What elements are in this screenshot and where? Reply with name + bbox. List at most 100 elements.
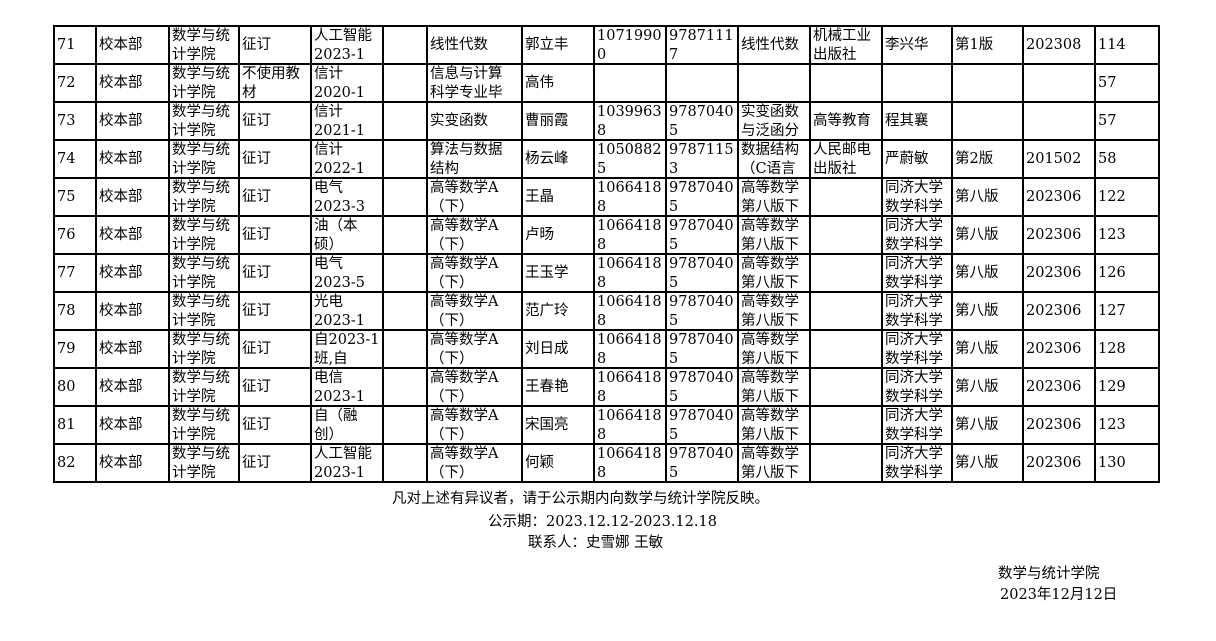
cell-book-title: 高等数学 第八版下: [737, 329, 811, 369]
cell-text: 数学与统 计学院: [172, 446, 230, 481]
cell-college: 数学与统 计学院: [168, 253, 240, 293]
cell-course: 高等数学A （下）: [426, 215, 523, 255]
cell-author: 同济大学 数学科学: [881, 253, 953, 293]
cell-isbn: 97870405 88682: [665, 405, 739, 445]
cell-index: 71: [53, 25, 97, 65]
cell-class: 人工智能 2023-1: [310, 25, 384, 65]
cell-book-code: 10664188 8: [593, 291, 667, 331]
cell-text: [384, 217, 426, 253]
cell-campus: 校本部: [95, 291, 170, 331]
cell-teacher: 刘日成: [521, 329, 595, 369]
cell-edition: 第八版: [951, 405, 1024, 445]
table-row: 76 校本部 数学与统 计学院 征订 油（本 硕） 高等数学A （下） 卢旸 10664188…: [53, 215, 1160, 255]
cell-quantity: 126: [1094, 253, 1160, 293]
cell-text: 高等数学 第八版下: [741, 408, 799, 443]
cell-teacher: 王晶: [521, 177, 595, 217]
table-row: 77 校本部 数学与统 计学院 征订 电气 2023-5 高等数学A （下） 王玉学 1066…: [53, 253, 1160, 293]
cell-book-code: 10664188 8: [593, 405, 667, 445]
textbook-table: 71 校本部 数学与统 计学院 征订 人工智能 2023-1 线性代数 郭立丰 1071990…: [53, 25, 1160, 483]
cell-campus: 校本部: [95, 63, 170, 103]
cell-text: 校本部: [99, 36, 143, 53]
cell-course: 高等数学A （下）: [426, 253, 523, 293]
cell-text: 数学与统 计学院: [172, 104, 230, 139]
cell-print-date: [1022, 101, 1096, 141]
cell-quantity: 114: [1094, 25, 1160, 65]
cell-text: 10508825 7: [597, 142, 662, 177]
table-row: 80 校本部 数学与统 计学院 征订 电信 2023-1 高等数学A （下） 王春艳 1066…: [53, 367, 1160, 407]
cell-blank: [382, 405, 428, 445]
cell-course: 高等数学A （下）: [426, 367, 523, 407]
cell-college: 数学与统 计学院: [168, 405, 240, 445]
cell-course: 高等数学A （下）: [426, 443, 523, 483]
cell-text: 信计 2022-1: [314, 142, 366, 177]
cell-college: 数学与统 计学院: [168, 63, 240, 103]
cell-edition: 第八版: [951, 253, 1024, 293]
cell-quantity: 122: [1094, 177, 1160, 217]
cell-text: 57: [1098, 74, 1117, 91]
cell-publisher: [809, 215, 883, 255]
cell-text: [384, 27, 426, 63]
cell-order-status: 征订: [238, 25, 312, 65]
cell-order-status: 征订: [238, 215, 312, 255]
cell-publisher: [809, 405, 883, 445]
cell-text: 校本部: [99, 302, 143, 319]
cell-book-title: 线性代数: [737, 25, 811, 65]
cell-text: 信计 2021-1: [314, 104, 366, 139]
cell-class: 自2023-1 班,自: [310, 329, 384, 369]
cell-text: 高等数学 第八版下: [741, 446, 799, 481]
cell-text: [1024, 65, 1094, 101]
cell-text: 征订: [242, 112, 271, 129]
cell-print-date: 202306: [1022, 367, 1096, 407]
cell-text: [384, 179, 426, 215]
cell-text: 同济大学 数学科学: [885, 294, 943, 329]
cell-campus: 校本部: [95, 329, 170, 369]
cell-book-code: 10508825 7: [593, 139, 667, 179]
cell-text: 123: [1098, 416, 1126, 433]
cell-text: [953, 65, 1022, 101]
cell-print-date: 201502: [1022, 139, 1096, 179]
cell-text: 77: [57, 264, 76, 281]
cell-text: 曹丽霞: [525, 112, 569, 129]
cell-text: 自（融 创）: [314, 408, 358, 443]
cell-text: [739, 65, 809, 101]
cell-publisher: 机械工业 出版社: [809, 25, 883, 65]
cell-text: 97871153 79504: [669, 142, 734, 177]
cell-text: 油（本 硕）: [314, 218, 358, 253]
cell-text: 高等数学A （下）: [430, 180, 499, 215]
table-row: 81 校本部 数学与统 计学院 征订 自（融 创） 高等数学A （下） 宋国亮 1066418…: [53, 405, 1160, 445]
cell-edition: [951, 63, 1024, 103]
cell-campus: 校本部: [95, 101, 170, 141]
cell-isbn: 97870405 88682: [665, 215, 739, 255]
cell-teacher: 王春艳: [521, 367, 595, 407]
cell-text: 高伟: [525, 74, 554, 91]
cell-text: 高等数学 第八版下: [741, 256, 799, 291]
cell-text: 10664188 8: [597, 370, 662, 405]
contact-persons: 联系人：史雪娜 王敏: [528, 535, 664, 551]
cell-text: 97870405 88682: [669, 370, 734, 405]
cell-text: 第八版: [955, 264, 999, 281]
cell-author: 严蔚敏: [881, 139, 953, 179]
cell-blank: [382, 215, 428, 255]
cell-text: 线性代数: [741, 36, 799, 53]
cell-text: 10664188 8: [597, 256, 662, 291]
cell-text: 校本部: [99, 226, 143, 243]
cell-text: 征订: [242, 36, 271, 53]
cell-text: 129: [1098, 378, 1126, 395]
cell-teacher: 何颖: [521, 443, 595, 483]
cell-text: 第八版: [955, 302, 999, 319]
cell-text: 算法与数据 结构: [430, 142, 503, 177]
cell-text: 征订: [242, 416, 271, 433]
cell-text: 第八版: [955, 378, 999, 395]
cell-edition: 第八版: [951, 177, 1024, 217]
cell-book-code: 10399638 4: [593, 101, 667, 141]
cell-order-status: 征订: [238, 177, 312, 217]
cell-order-status: 征订: [238, 101, 312, 141]
cell-print-date: 202306: [1022, 405, 1096, 445]
cell-index: 79: [53, 329, 97, 369]
cell-blank: [382, 253, 428, 293]
cell-text: 114: [1098, 36, 1126, 53]
table-row: 73 校本部 数学与统 计学院 征订 信计 2021-1 实变函数 曹丽霞 10399638 …: [53, 101, 1160, 141]
cell-quantity: 57: [1094, 101, 1160, 141]
cell-edition: 第2版: [951, 139, 1024, 179]
cell-text: 数学与统 计学院: [172, 66, 230, 101]
